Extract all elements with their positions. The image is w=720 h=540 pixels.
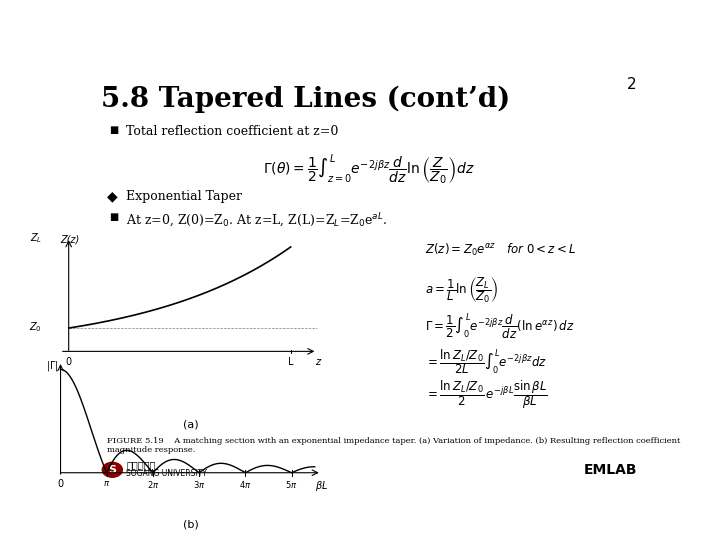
Text: $a = \dfrac{1}{L}\ln\left(\dfrac{Z_L}{Z_0}\right)$: $a = \dfrac{1}{L}\ln\left(\dfrac{Z_L}{Z_…	[425, 275, 498, 305]
Text: $\Gamma = \dfrac{1}{2}\int_0^L e^{-2j\beta z}\dfrac{d}{dz}(\ln e^{\alpha z})\,dz: $\Gamma = \dfrac{1}{2}\int_0^L e^{-2j\be…	[425, 312, 574, 342]
Text: ■: ■	[109, 125, 119, 135]
Text: $|\Gamma|$: $|\Gamma|$	[46, 359, 59, 373]
Text: FIGURE 5.19    A matching section with an exponential impedance taper. (a) Varia: FIGURE 5.19 A matching section with an e…	[107, 437, 680, 454]
Circle shape	[102, 462, 122, 477]
Text: ◆: ◆	[107, 190, 117, 204]
Text: $\pi$: $\pi$	[103, 479, 110, 488]
Text: Z(z): Z(z)	[60, 235, 79, 245]
Text: 0: 0	[58, 479, 63, 489]
Text: 0: 0	[66, 357, 72, 367]
Text: Exponential Taper: Exponential Taper	[126, 190, 242, 202]
Text: $5\pi$: $5\pi$	[285, 479, 298, 490]
Text: $Z_L$: $Z_L$	[30, 231, 42, 245]
Text: $\beta L$: $\beta L$	[315, 479, 328, 493]
Text: S: S	[108, 465, 117, 475]
Text: $= \dfrac{\ln Z_L/Z_0}{2}\,e^{-j\beta L}\dfrac{\sin\beta L}{\beta L}$: $= \dfrac{\ln Z_L/Z_0}{2}\,e^{-j\beta L}…	[425, 379, 548, 411]
Text: L: L	[288, 357, 294, 367]
Text: 서강대학교: 서강대학교	[126, 460, 156, 470]
Text: $Z_0$: $Z_0$	[30, 320, 42, 334]
Text: $Z(z) = Z_0 e^{\alpha z}\quad for\ 0 < z < L$: $Z(z) = Z_0 e^{\alpha z}\quad for\ 0 < z…	[425, 241, 576, 258]
Text: $2\pi$: $2\pi$	[147, 479, 159, 490]
Text: 5.8 Tapered Lines (cont’d): 5.8 Tapered Lines (cont’d)	[101, 85, 510, 113]
Text: 2: 2	[627, 77, 637, 92]
Text: SOGANG UNIVERSITY: SOGANG UNIVERSITY	[126, 469, 207, 477]
Text: $\Gamma(\theta) = \dfrac{1}{2}\int_{z=0}^{L} e^{-2j\beta z} \dfrac{d}{dz} \ln\le: $\Gamma(\theta) = \dfrac{1}{2}\int_{z=0}…	[264, 152, 474, 187]
Text: EMLAB: EMLAB	[583, 463, 637, 477]
Text: (b): (b)	[183, 519, 199, 530]
Text: $4\pi$: $4\pi$	[239, 479, 252, 490]
Text: (a): (a)	[183, 419, 199, 429]
Text: z: z	[315, 357, 320, 367]
Text: $= \dfrac{\ln Z_L/Z_0}{2L}\int_0^L e^{-2j\beta z}dz$: $= \dfrac{\ln Z_L/Z_0}{2L}\int_0^L e^{-2…	[425, 348, 546, 376]
Text: ■: ■	[109, 212, 119, 222]
Text: Total reflection coefficient at z=0: Total reflection coefficient at z=0	[126, 125, 338, 138]
Text: $3\pi$: $3\pi$	[193, 479, 205, 490]
Text: At z=0, Z(0)=Z$_0$. At z=L, Z(L)=Z$_L$=Z$_0$e$^{aL}$.: At z=0, Z(0)=Z$_0$. At z=L, Z(L)=Z$_L$=Z…	[126, 212, 387, 231]
